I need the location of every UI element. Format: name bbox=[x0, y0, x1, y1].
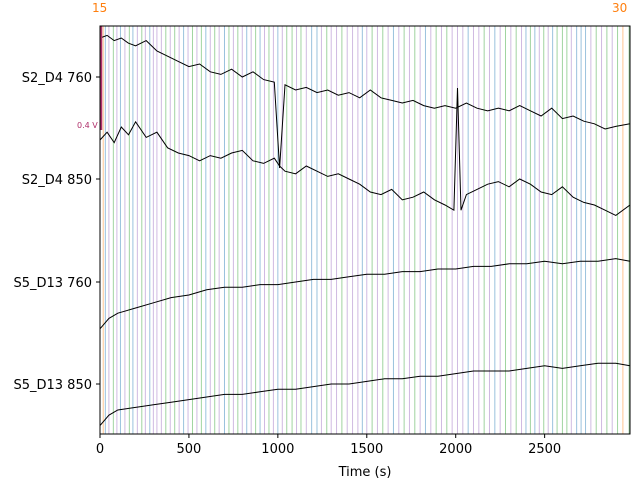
annotation-lines bbox=[102, 26, 630, 434]
scale-bar-label: 0.4 V bbox=[77, 121, 98, 130]
x-tick-label: 0 bbox=[96, 442, 104, 457]
traces bbox=[99, 34, 631, 426]
trace-line bbox=[99, 258, 631, 330]
channel-label: S5_D13 850 bbox=[13, 378, 92, 393]
plot-frame bbox=[99, 25, 631, 435]
annotation-top-label: 15 bbox=[92, 1, 107, 15]
channel-label: S2_D4 850 bbox=[22, 173, 92, 188]
x-tick-label: 2500 bbox=[528, 442, 561, 457]
y-ticks: S2_D4 760 S2_D4 850 S5_D13 760 S5_D13 850 bbox=[13, 71, 100, 393]
x-tick-label: 500 bbox=[177, 442, 202, 457]
x-axis-label: Time (s) bbox=[338, 465, 392, 480]
x-tick-label: 2000 bbox=[439, 442, 472, 457]
channel-label: S5_D13 760 bbox=[13, 276, 92, 291]
x-ticks: 0 500 1000 1500 2000 2500 bbox=[96, 434, 561, 457]
x-tick-label: 1500 bbox=[350, 442, 383, 457]
trace-line bbox=[99, 362, 631, 426]
trace-line bbox=[99, 87, 631, 216]
channel-label: S2_D4 760 bbox=[22, 71, 92, 86]
scale-bar: 0.4 V bbox=[77, 26, 103, 130]
annotation-labels: 15 30 bbox=[92, 1, 627, 15]
trace-line bbox=[99, 34, 631, 169]
annotation-end-label: 30 bbox=[612, 1, 627, 15]
x-tick-label: 1000 bbox=[261, 442, 294, 457]
